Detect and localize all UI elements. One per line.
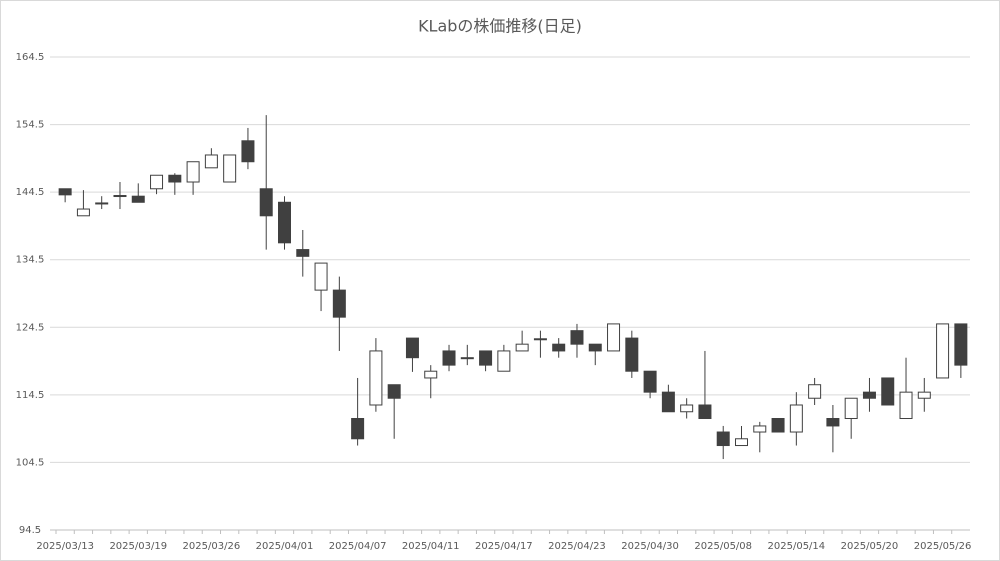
candle-body xyxy=(661,391,675,413)
candle-body xyxy=(332,289,346,318)
candle-body xyxy=(296,249,310,257)
candle-body xyxy=(76,208,90,217)
candle-body xyxy=(716,431,730,447)
candle-body xyxy=(899,391,913,420)
candle-body xyxy=(735,438,748,447)
y-tick-label: 104.5 xyxy=(16,457,45,468)
candle-body xyxy=(442,350,456,366)
candle-body xyxy=(168,174,182,183)
y-tick-label: 94.5 xyxy=(19,525,41,536)
candle-body xyxy=(753,425,767,433)
candle-body xyxy=(936,323,950,379)
candle-body xyxy=(223,154,237,183)
y-tick-label: 134.5 xyxy=(16,255,45,266)
candle-body xyxy=(241,140,255,163)
x-tick-label: 2025/05/08 xyxy=(694,541,752,552)
candle-body xyxy=(387,384,401,399)
candle-body xyxy=(259,188,273,217)
candle-body xyxy=(954,323,968,366)
candle-body xyxy=(844,397,858,420)
candle-body xyxy=(369,350,383,406)
y-tick-label: 164.5 xyxy=(16,52,45,63)
x-tick-label: 2025/05/14 xyxy=(768,541,826,552)
x-tick-label: 2025/05/20 xyxy=(841,541,899,552)
candle-body xyxy=(917,391,931,399)
candle-body xyxy=(405,337,419,359)
x-tick-label: 2025/04/23 xyxy=(548,541,606,552)
candle-body xyxy=(826,418,840,427)
candle-body xyxy=(862,391,876,399)
candle-body xyxy=(588,343,602,352)
candle-body xyxy=(150,174,164,190)
candle-body xyxy=(314,262,328,291)
candle-body xyxy=(424,370,438,379)
candle-body xyxy=(643,370,657,393)
x-tick-label: 2025/03/26 xyxy=(183,541,241,552)
x-tick-label: 2025/04/01 xyxy=(256,541,314,552)
candle-body xyxy=(698,404,712,420)
candle-body xyxy=(58,188,72,196)
candle-body xyxy=(552,343,566,352)
candle-body xyxy=(515,343,529,352)
x-tick-label: 2025/03/13 xyxy=(36,541,94,552)
x-tick-label: 2025/04/30 xyxy=(621,541,679,552)
candle-body xyxy=(95,202,109,205)
chart-title: KLabの株価推移(日足) xyxy=(418,17,582,36)
y-tick-label: 114.5 xyxy=(16,390,45,401)
candle-body xyxy=(351,418,365,440)
candle-body xyxy=(186,161,200,183)
candle-body xyxy=(278,201,291,244)
candle-body xyxy=(570,330,584,345)
candle-body xyxy=(789,404,803,433)
candle-body xyxy=(625,337,639,372)
candle-body xyxy=(204,154,218,169)
x-tick-label: 2025/04/07 xyxy=(329,541,387,552)
candle-body xyxy=(771,418,785,433)
candle-body xyxy=(131,195,145,203)
candle-body xyxy=(497,350,511,372)
candle-body xyxy=(113,195,127,198)
candle-body xyxy=(680,404,694,413)
x-tick-label: 2025/03/19 xyxy=(109,541,167,552)
candle-body xyxy=(808,384,822,399)
candle-body xyxy=(479,350,493,366)
candle-body xyxy=(607,323,621,352)
y-tick-label: 144.5 xyxy=(16,187,45,198)
y-tick-label: 124.5 xyxy=(16,322,45,333)
x-tick-label: 2025/05/26 xyxy=(914,541,972,552)
y-tick-label: 154.5 xyxy=(16,120,45,131)
x-tick-label: 2025/04/17 xyxy=(475,541,533,552)
candle-body xyxy=(881,377,895,406)
candle-body xyxy=(533,338,547,341)
x-tick-label: 2025/04/11 xyxy=(402,541,460,552)
candle-body xyxy=(460,357,474,360)
